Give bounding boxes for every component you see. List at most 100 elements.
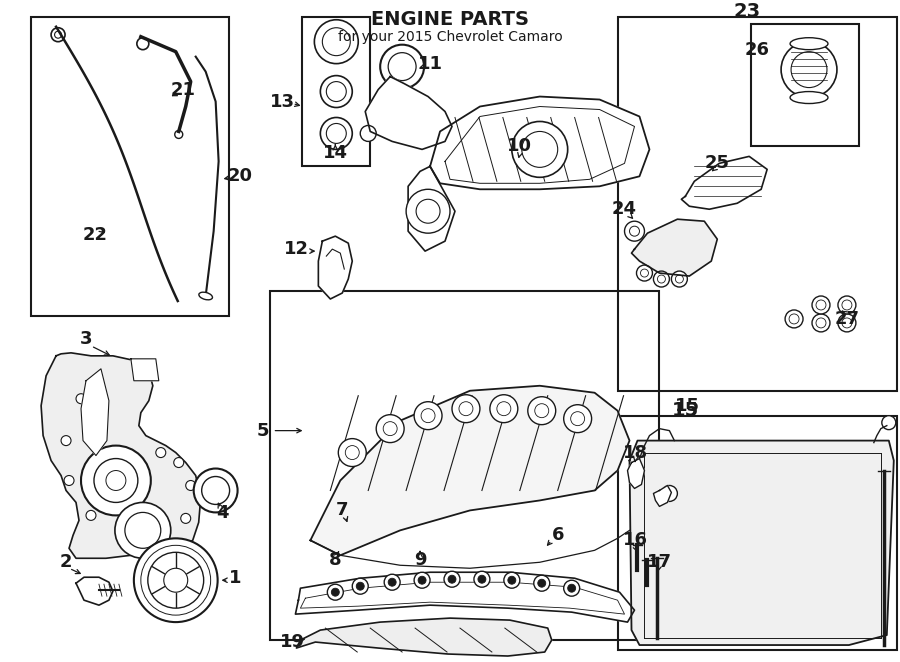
Text: 11: 11 — [418, 55, 443, 73]
Text: 9: 9 — [414, 551, 427, 569]
Text: 19: 19 — [280, 633, 305, 651]
Circle shape — [384, 574, 400, 591]
Text: 15: 15 — [675, 397, 700, 414]
Text: 24: 24 — [612, 200, 637, 218]
Circle shape — [512, 121, 568, 177]
Text: ENGINE PARTS: ENGINE PARTS — [371, 10, 529, 28]
Circle shape — [522, 132, 558, 167]
Circle shape — [629, 226, 640, 236]
Circle shape — [636, 265, 652, 281]
Circle shape — [641, 269, 649, 277]
Circle shape — [156, 538, 166, 547]
Circle shape — [418, 576, 426, 584]
Polygon shape — [296, 618, 552, 656]
Text: 17: 17 — [647, 553, 672, 571]
Circle shape — [64, 475, 74, 485]
Circle shape — [86, 510, 96, 520]
Circle shape — [328, 584, 343, 600]
Text: for your 2015 Chevrolet Camaro: for your 2015 Chevrolet Camaro — [338, 30, 562, 44]
Text: 5: 5 — [256, 422, 269, 440]
Circle shape — [497, 402, 511, 416]
Circle shape — [115, 502, 171, 558]
Bar — [302, 17, 370, 166]
Circle shape — [121, 540, 130, 550]
Text: 15: 15 — [671, 401, 699, 420]
Bar — [32, 17, 229, 316]
Circle shape — [568, 584, 576, 592]
Polygon shape — [627, 459, 644, 489]
Circle shape — [156, 448, 166, 457]
Polygon shape — [653, 485, 671, 506]
Circle shape — [838, 296, 856, 314]
Polygon shape — [319, 236, 352, 299]
Circle shape — [356, 582, 365, 591]
Circle shape — [148, 552, 203, 608]
Circle shape — [842, 300, 852, 310]
Circle shape — [327, 124, 346, 144]
Circle shape — [406, 189, 450, 233]
Text: 25: 25 — [705, 154, 730, 172]
Circle shape — [781, 42, 837, 97]
Circle shape — [360, 126, 376, 142]
Circle shape — [789, 314, 799, 324]
Circle shape — [657, 275, 665, 283]
Polygon shape — [310, 386, 629, 555]
Bar — [617, 17, 896, 391]
Circle shape — [194, 469, 238, 512]
Text: 13: 13 — [270, 93, 295, 111]
Circle shape — [314, 20, 358, 64]
Circle shape — [55, 31, 61, 38]
Bar — [752, 24, 859, 146]
Circle shape — [662, 485, 678, 501]
Polygon shape — [430, 97, 650, 189]
Polygon shape — [408, 166, 455, 251]
Circle shape — [534, 575, 550, 591]
Circle shape — [421, 408, 435, 422]
Text: 27: 27 — [834, 310, 860, 328]
Text: 16: 16 — [623, 532, 648, 549]
Text: 8: 8 — [329, 551, 342, 569]
Circle shape — [181, 514, 191, 524]
Circle shape — [812, 296, 830, 314]
Circle shape — [414, 572, 430, 589]
Ellipse shape — [790, 91, 828, 103]
Circle shape — [842, 318, 852, 328]
Circle shape — [164, 568, 188, 592]
Circle shape — [137, 38, 148, 50]
Circle shape — [327, 81, 346, 101]
Text: 12: 12 — [284, 240, 309, 258]
Circle shape — [174, 457, 184, 467]
Text: 18: 18 — [623, 444, 648, 461]
Circle shape — [571, 412, 585, 426]
Circle shape — [508, 576, 516, 584]
Ellipse shape — [790, 38, 828, 50]
Polygon shape — [81, 369, 109, 455]
Circle shape — [448, 575, 456, 583]
Circle shape — [474, 571, 490, 587]
Circle shape — [61, 436, 71, 446]
Circle shape — [346, 446, 359, 459]
Circle shape — [490, 395, 518, 422]
Circle shape — [653, 271, 670, 287]
Text: 4: 4 — [216, 504, 229, 522]
Polygon shape — [76, 577, 112, 605]
Circle shape — [175, 130, 183, 138]
Text: 10: 10 — [508, 138, 532, 156]
Circle shape — [352, 578, 368, 594]
Circle shape — [791, 52, 827, 87]
Text: 22: 22 — [83, 226, 107, 244]
Circle shape — [625, 221, 644, 241]
Circle shape — [331, 589, 339, 596]
Circle shape — [51, 28, 65, 42]
Circle shape — [675, 275, 683, 283]
Bar — [271, 291, 660, 640]
Text: 1: 1 — [230, 569, 242, 587]
Polygon shape — [632, 219, 717, 276]
Circle shape — [478, 575, 486, 583]
Circle shape — [125, 512, 161, 548]
Circle shape — [452, 395, 480, 422]
Circle shape — [563, 404, 591, 433]
Circle shape — [106, 471, 126, 491]
Circle shape — [320, 117, 352, 150]
Ellipse shape — [199, 292, 212, 300]
